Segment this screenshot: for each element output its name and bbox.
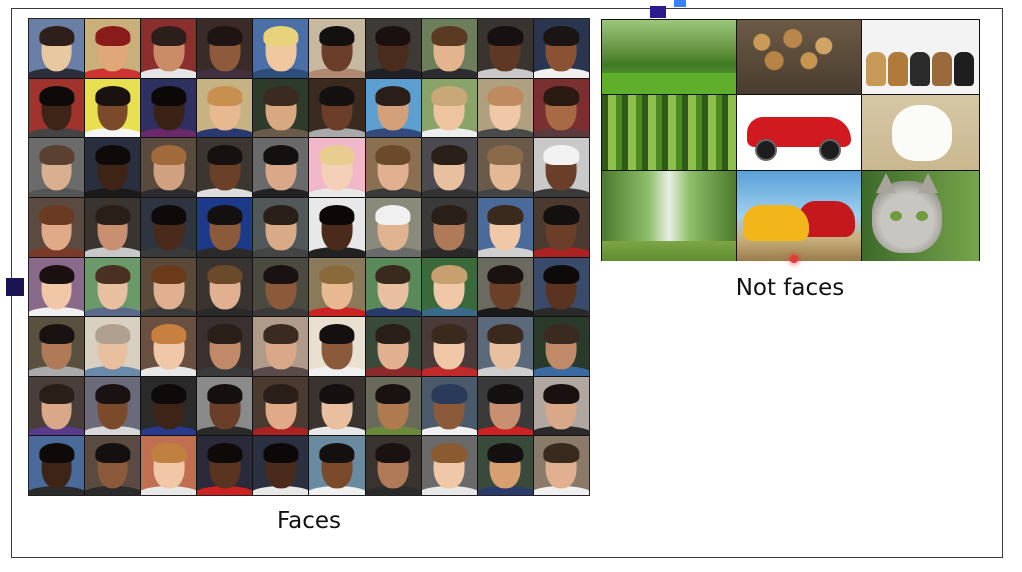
face-photo xyxy=(253,317,309,376)
laser-pointer-dot xyxy=(790,255,798,263)
face-photo xyxy=(533,376,589,436)
face-photo xyxy=(365,19,421,78)
face-photo xyxy=(141,376,197,436)
face-photo xyxy=(421,436,477,495)
face-photo xyxy=(421,376,477,436)
puppies-photo xyxy=(862,20,979,94)
face-photo xyxy=(29,257,85,317)
face-photo xyxy=(477,78,533,138)
face-photo xyxy=(533,197,589,257)
face-photo xyxy=(477,19,533,78)
face-photo xyxy=(197,376,253,436)
forest-path-photo xyxy=(602,20,736,94)
face-photo xyxy=(365,376,421,436)
face-photo xyxy=(29,436,85,495)
face-photo xyxy=(477,138,533,197)
face-photo xyxy=(365,436,421,495)
face-photo xyxy=(309,197,365,257)
face-photo xyxy=(141,138,197,197)
face-photo xyxy=(197,19,253,78)
face-photo xyxy=(85,197,141,257)
gray-cat-photo xyxy=(862,171,979,261)
face-photo xyxy=(421,197,477,257)
face-photo xyxy=(85,78,141,138)
face-photo xyxy=(421,19,477,78)
face-photo xyxy=(365,78,421,138)
face-photo xyxy=(533,436,589,495)
faces-image-grid xyxy=(28,18,590,496)
face-photo xyxy=(477,197,533,257)
face-photo xyxy=(197,197,253,257)
face-photo xyxy=(309,376,365,436)
face-photo xyxy=(477,436,533,495)
face-photo xyxy=(421,257,477,317)
face-photo xyxy=(253,257,309,317)
face-photo xyxy=(197,436,253,495)
face-photo xyxy=(253,19,309,78)
face-photo xyxy=(421,317,477,376)
face-photo xyxy=(29,197,85,257)
face-photo xyxy=(533,317,589,376)
face-photo xyxy=(29,317,85,376)
face-photo xyxy=(85,436,141,495)
face-photo xyxy=(365,257,421,317)
not-faces-caption: Not faces xyxy=(735,275,845,301)
face-photo xyxy=(197,138,253,197)
white-puppy-photo xyxy=(862,95,979,170)
face-photo xyxy=(141,19,197,78)
face-photo xyxy=(141,78,197,138)
side-marker xyxy=(6,278,24,296)
face-photo xyxy=(309,78,365,138)
face-photo xyxy=(421,138,477,197)
face-photo xyxy=(29,78,85,138)
face-photo xyxy=(85,19,141,78)
corner-marker xyxy=(650,6,666,18)
face-photo xyxy=(309,138,365,197)
face-photo xyxy=(141,317,197,376)
face-photo xyxy=(197,257,253,317)
face-photo xyxy=(29,138,85,197)
tree-lined-road-photo xyxy=(602,171,736,261)
face-photo xyxy=(253,436,309,495)
corner-marker-accent xyxy=(674,0,686,7)
face-photo xyxy=(365,138,421,197)
face-photo xyxy=(253,197,309,257)
face-photo xyxy=(309,317,365,376)
face-photo xyxy=(253,138,309,197)
face-photo xyxy=(29,376,85,436)
not-faces-image-grid xyxy=(601,19,980,261)
face-photo xyxy=(365,197,421,257)
face-photo xyxy=(85,257,141,317)
faces-caption: Faces xyxy=(277,508,341,534)
bamboo-forest-photo xyxy=(602,95,736,170)
face-photo xyxy=(309,257,365,317)
face-photo xyxy=(141,436,197,495)
face-photo xyxy=(253,78,309,138)
face-photo xyxy=(309,436,365,495)
face-photo xyxy=(141,197,197,257)
cartoon-cars-photo xyxy=(737,171,861,261)
red-car-photo xyxy=(737,95,861,170)
face-photo xyxy=(309,19,365,78)
face-photo xyxy=(365,317,421,376)
face-photo xyxy=(533,257,589,317)
face-photo xyxy=(533,78,589,138)
face-photo xyxy=(477,257,533,317)
face-photo xyxy=(253,376,309,436)
face-photo xyxy=(533,138,589,197)
face-photo xyxy=(85,138,141,197)
face-photo xyxy=(29,19,85,78)
face-photo xyxy=(533,19,589,78)
face-photo xyxy=(477,376,533,436)
face-photo xyxy=(197,78,253,138)
face-photo xyxy=(197,317,253,376)
face-photo xyxy=(141,257,197,317)
firewood-photo xyxy=(737,20,861,94)
face-photo xyxy=(421,78,477,138)
face-photo xyxy=(477,317,533,376)
face-photo xyxy=(85,376,141,436)
face-photo xyxy=(85,317,141,376)
